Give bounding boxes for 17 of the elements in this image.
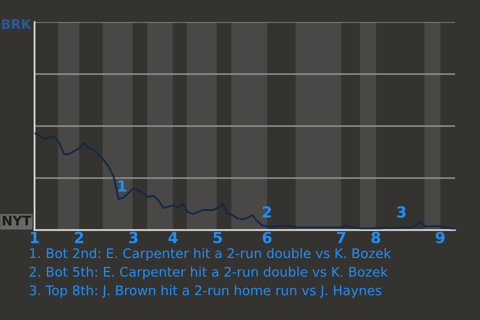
x-tick-label: 7 [336,232,346,244]
x-tick-label: 1 [30,232,39,244]
text: NYT [2,216,32,226]
annotation: 1 [118,180,126,192]
text: 1. Bot 2nd: E. Carpenter hit a 2-run double vs K. Bozek [30,248,392,261]
text: 3. Top 8th: J. Brown hit a 2-run home run vs J. Haynes [30,285,382,298]
x-tick-label: 4 [168,232,178,244]
x-tick-label: 2 [74,232,84,244]
x-tick-label: 9 [436,232,445,244]
annotation: 3 [397,206,406,218]
x-tick-label: 8 [372,232,380,244]
x-tick-label: 5 [213,232,222,244]
annotation: 2 [262,206,271,218]
x-tick-label: 3 [129,232,138,244]
text: BRK [2,19,32,29]
x-tick-label: 6 [262,232,272,244]
text: 2. Bot 5th: E. Carpenter hit a 2-run double vs K. Bozek [30,266,388,280]
